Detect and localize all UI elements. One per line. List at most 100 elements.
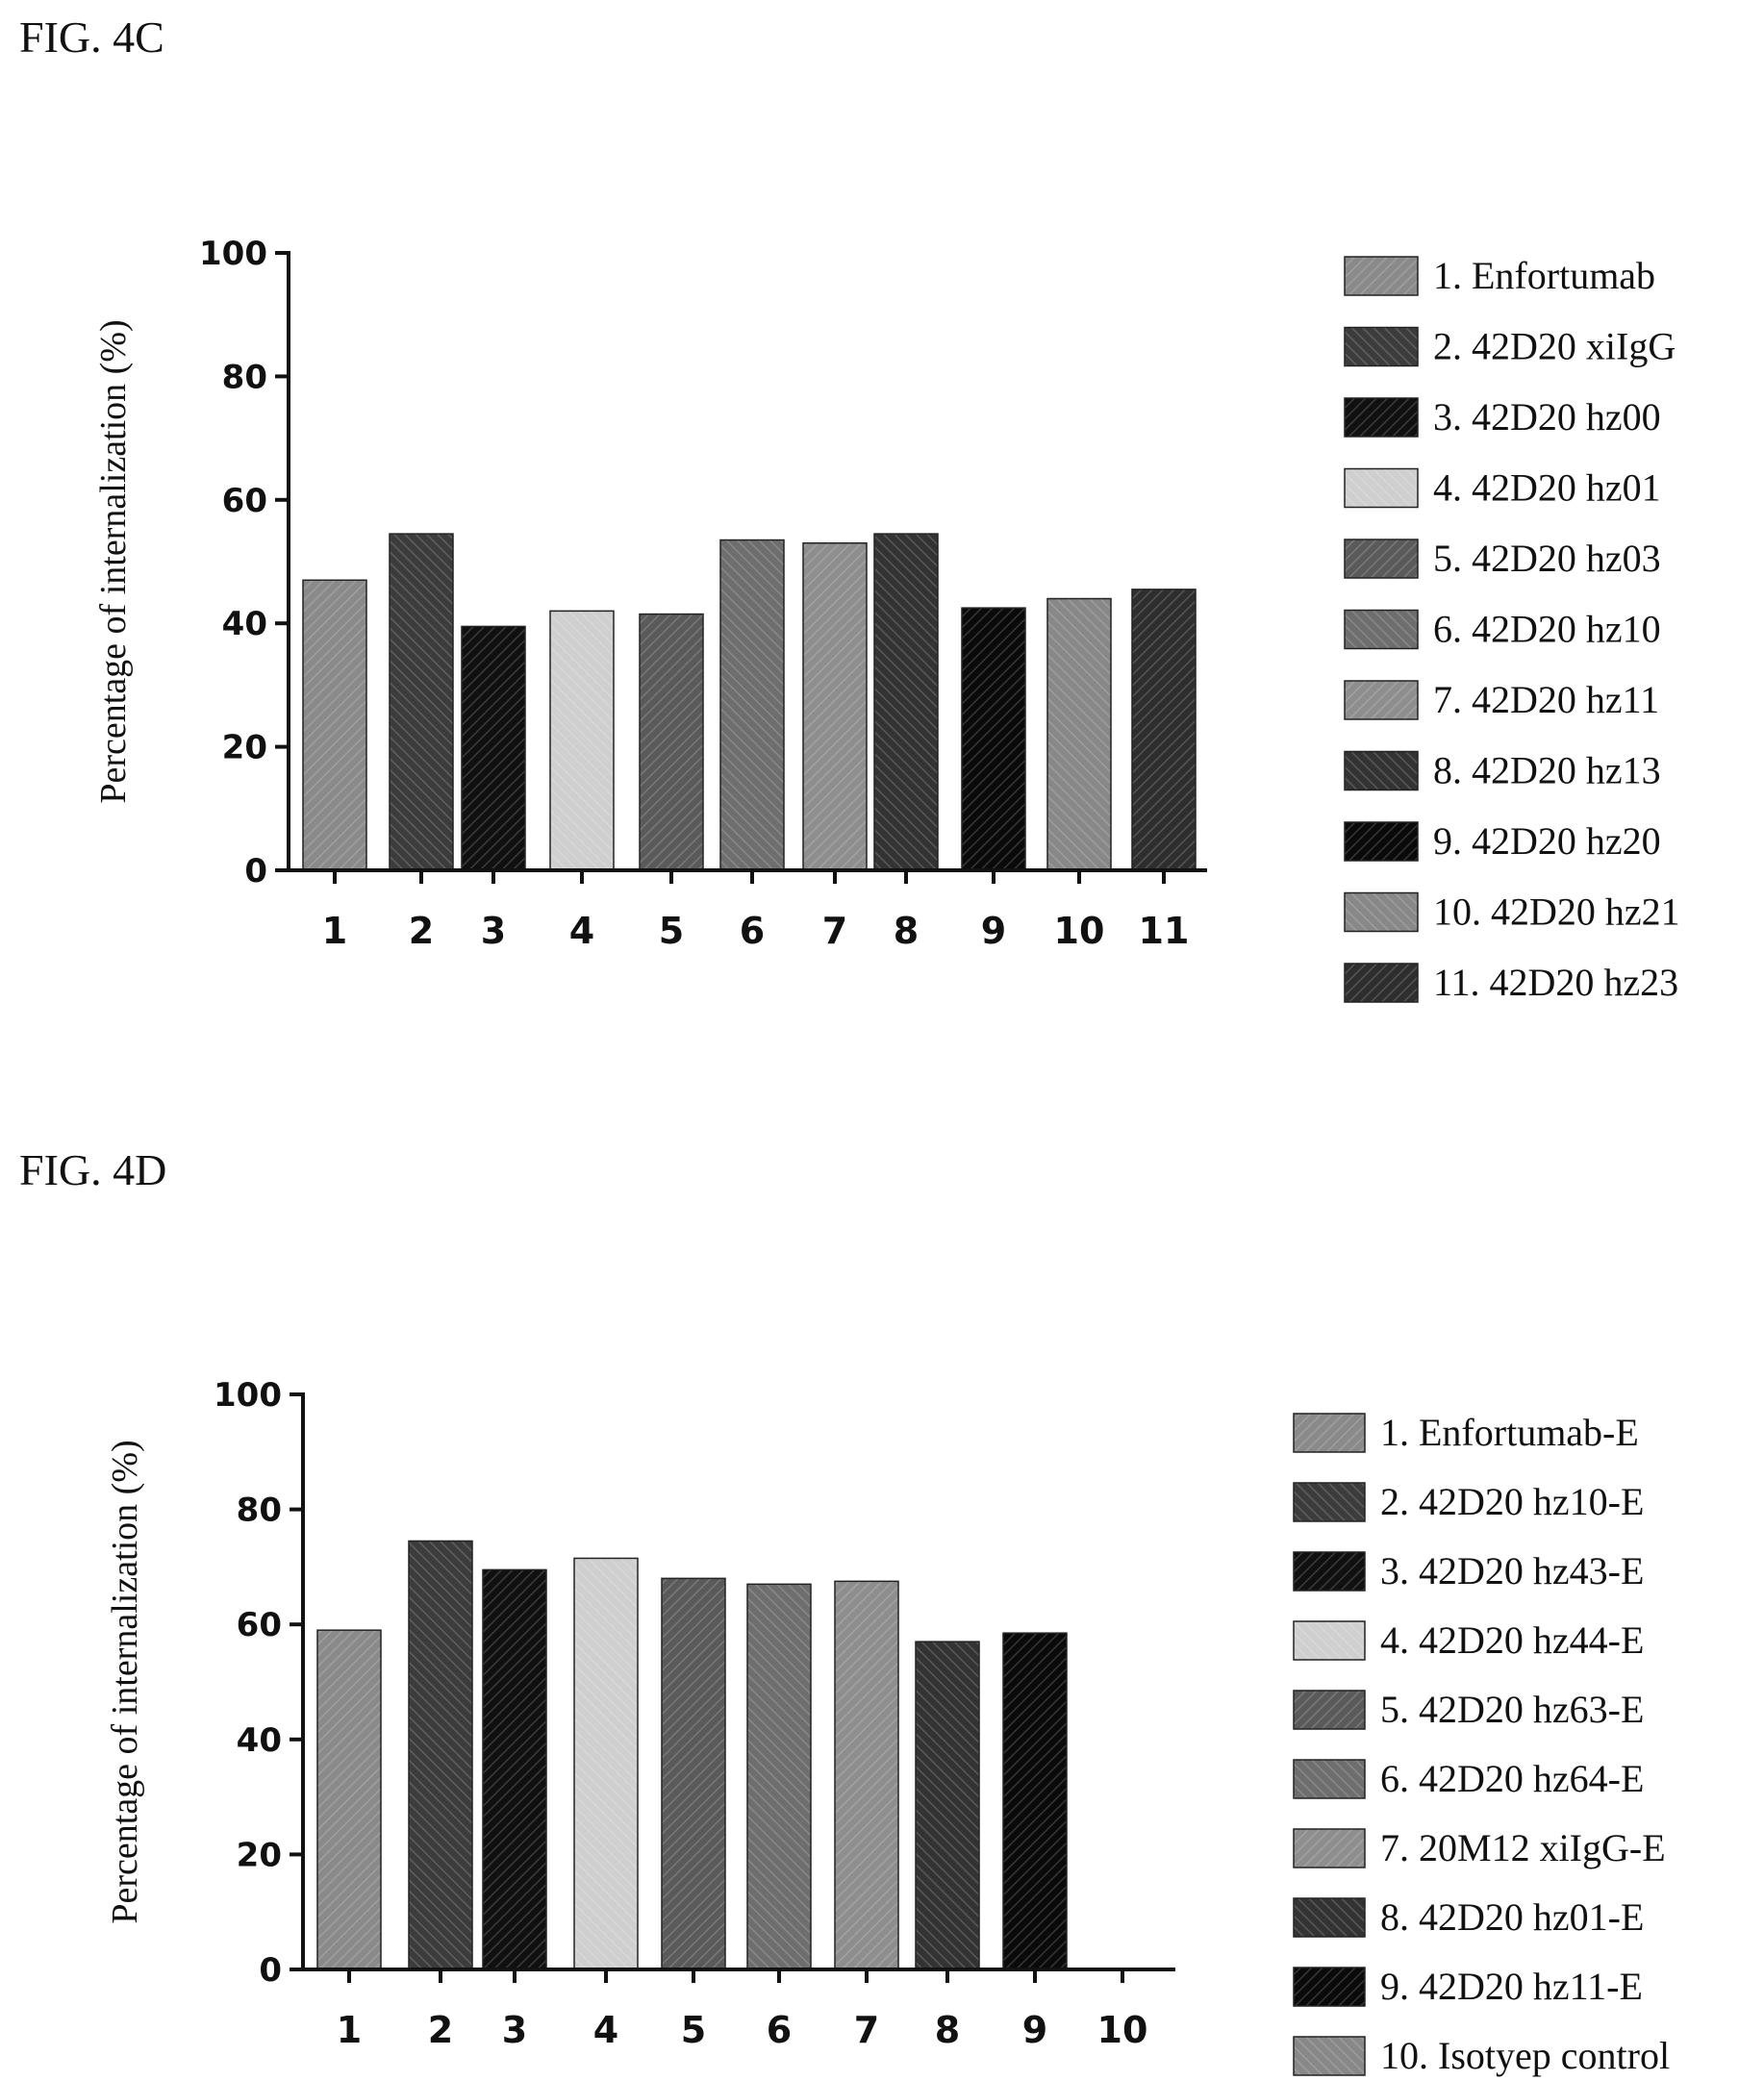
x-tick-label-c-7: 7 bbox=[822, 910, 847, 952]
legend-swatch-c-2 bbox=[1344, 326, 1419, 367]
y-tick-label-c-60: 60 bbox=[222, 482, 267, 520]
x-tick-label-c-6: 6 bbox=[740, 910, 765, 952]
y-tick-label-c-0: 0 bbox=[244, 852, 267, 890]
x-tick-label-c-1: 1 bbox=[322, 910, 347, 952]
bar-d-7 bbox=[834, 1580, 899, 1970]
legend-swatch-c-1 bbox=[1344, 256, 1419, 296]
x-tick-label-c-5: 5 bbox=[659, 910, 684, 952]
y-tick-label-c-40: 40 bbox=[222, 605, 267, 643]
legend-swatch-d-8 bbox=[1293, 1897, 1366, 1938]
legend-swatch-d-10 bbox=[1293, 2036, 1366, 2076]
x-tick-label-c-4: 4 bbox=[569, 910, 594, 952]
x-tick-label-d-2: 2 bbox=[428, 2009, 453, 2051]
legend-swatch-d-1 bbox=[1293, 1413, 1366, 1453]
legend-label-d-7: 7. 20M12 xiIgG-E bbox=[1380, 1826, 1666, 1869]
legend-label-d-2: 2. 42D20 hz10-E bbox=[1380, 1480, 1644, 1523]
legend-label-d-5: 5. 42D20 hz63-E bbox=[1380, 1688, 1644, 1731]
legend-label-c-10: 10. 42D20 hz21 bbox=[1433, 890, 1680, 934]
legend-swatch-c-11 bbox=[1344, 963, 1419, 1003]
x-tick-label-d-10: 10 bbox=[1097, 2009, 1148, 2051]
x-tick-label-d-4: 4 bbox=[593, 2009, 618, 2051]
bar-d-9 bbox=[1002, 1632, 1068, 1970]
bar-c-11 bbox=[1131, 589, 1197, 871]
bar-d-8 bbox=[915, 1641, 980, 1970]
bar-c-9 bbox=[961, 607, 1026, 871]
legend-swatch-c-9 bbox=[1344, 821, 1419, 862]
x-tick-label-c-8: 8 bbox=[894, 910, 919, 952]
x-tick-label-c-11: 11 bbox=[1139, 910, 1190, 952]
legend-swatch-c-10 bbox=[1344, 891, 1419, 933]
legend-label-c-11: 11. 42D20 hz23 bbox=[1433, 961, 1678, 1004]
x-tick-label-d-5: 5 bbox=[681, 2009, 706, 2051]
figure-4d-label: FIG. 4D bbox=[19, 1145, 167, 1194]
x-tick-label-c-10: 10 bbox=[1054, 910, 1105, 952]
figure-4d-bar-chart: 0 20 40 60 80 100 1 2 3 4 5 6 7 8 9 10 Percentage of int… bbox=[105, 1376, 1670, 2077]
x-tick-label-c-2: 2 bbox=[409, 910, 434, 952]
bar-d-6 bbox=[746, 1583, 812, 1970]
figure-4c-label: FIG. 4C bbox=[19, 13, 164, 62]
x-tick-label-c-9: 9 bbox=[981, 910, 1006, 952]
y-axis-label-c: Percentage of internalization (%) bbox=[93, 319, 134, 803]
legend-swatch-d-3 bbox=[1293, 1551, 1366, 1592]
legend-label-c-2: 2. 42D20 xiIgG bbox=[1433, 325, 1676, 368]
legend-label-d-10: 10. Isotyep control bbox=[1380, 2034, 1670, 2077]
y-tick-label-d-100: 100 bbox=[214, 1376, 282, 1415]
y-tick-label-c-80: 80 bbox=[222, 358, 267, 396]
legend-label-d-8: 8. 42D20 hz01-E bbox=[1380, 1895, 1644, 1939]
bar-c-3 bbox=[461, 625, 526, 871]
x-tick-label-c-3: 3 bbox=[481, 910, 506, 952]
legend-label-d-4: 4. 42D20 hz44-E bbox=[1380, 1618, 1644, 1662]
legend-swatch-d-4 bbox=[1293, 1620, 1366, 1661]
y-tick-label-c-20: 20 bbox=[222, 729, 267, 767]
legend-swatch-c-4 bbox=[1344, 467, 1419, 509]
y-tick-label-d-0: 0 bbox=[259, 1951, 282, 1990]
legend-swatch-d-2 bbox=[1293, 1482, 1366, 1522]
bar-d-4 bbox=[573, 1557, 639, 1970]
bar-d-3 bbox=[482, 1568, 547, 1970]
y-tick-label-c-100: 100 bbox=[199, 235, 267, 273]
legend-swatch-c-7 bbox=[1344, 680, 1419, 720]
legend-swatch-d-7 bbox=[1293, 1828, 1366, 1868]
bar-c-6 bbox=[719, 539, 785, 871]
bar-c-4 bbox=[549, 610, 615, 871]
legend-swatch-c-5 bbox=[1344, 539, 1419, 579]
legend-label-c-8: 8. 42D20 hz13 bbox=[1433, 749, 1661, 792]
bar-c-10 bbox=[1046, 597, 1112, 871]
figure-4c-panel: 0 20 40 60 80 100 1 2 3 4 5 6 7 8 9 10 11 Percentage of i… bbox=[93, 235, 1680, 1004]
y-tick-label-d-80: 80 bbox=[237, 1492, 282, 1530]
legend-swatch-d-6 bbox=[1293, 1759, 1366, 1799]
legend-swatch-d-5 bbox=[1293, 1690, 1366, 1730]
x-tick-label-d-9: 9 bbox=[1022, 2009, 1047, 2051]
y-tick-label-d-60: 60 bbox=[237, 1606, 282, 1644]
bar-d-1 bbox=[316, 1629, 382, 1970]
y-axis-label-d: Percentage of internalization (%) bbox=[105, 1440, 145, 1923]
y-tick-label-d-40: 40 bbox=[237, 1721, 282, 1760]
legend-label-c-3: 3. 42D20 hz00 bbox=[1433, 395, 1661, 439]
bar-c-7 bbox=[802, 541, 868, 871]
legend-label-d-9: 9. 42D20 hz11-E bbox=[1380, 1965, 1643, 2008]
bar-d-2 bbox=[408, 1540, 473, 1970]
legend-label-c-1: 1. Enfortumab bbox=[1433, 254, 1655, 297]
legend-swatch-d-9 bbox=[1293, 1967, 1366, 2007]
x-tick-label-d-3: 3 bbox=[502, 2009, 527, 2051]
legend-label-c-4: 4. 42D20 hz01 bbox=[1433, 466, 1661, 510]
bar-c-8 bbox=[873, 533, 939, 871]
legend-label-d-3: 3. 42D20 hz43-E bbox=[1380, 1549, 1644, 1592]
legend-swatch-c-6 bbox=[1344, 609, 1419, 650]
legend-label-c-5: 5. 42D20 hz03 bbox=[1433, 537, 1661, 580]
legend-swatch-c-3 bbox=[1344, 397, 1419, 438]
figure-4c-bar-chart: 0 20 40 60 80 100 1 2 3 4 5 6 7 8 9 10 11 Percentage of i… bbox=[93, 235, 1680, 1004]
x-tick-label-d-8: 8 bbox=[935, 2009, 960, 2051]
figure-4d-panel: 0 20 40 60 80 100 1 2 3 4 5 6 7 8 9 10 Percentage of int… bbox=[0, 1135, 1764, 2081]
legend-label-c-6: 6. 42D20 hz10 bbox=[1433, 608, 1661, 651]
bar-d-5 bbox=[661, 1577, 726, 1970]
legend-label-d-6: 6. 42D20 hz64-E bbox=[1380, 1757, 1644, 1800]
x-tick-label-d-7: 7 bbox=[854, 2009, 879, 2051]
x-tick-label-d-6: 6 bbox=[767, 2009, 792, 2051]
bar-c-5 bbox=[639, 613, 704, 871]
legend-swatch-c-8 bbox=[1344, 750, 1419, 791]
legend-label-c-9: 9. 42D20 hz20 bbox=[1433, 819, 1661, 863]
bar-c-1 bbox=[302, 579, 367, 871]
bar-c-2 bbox=[389, 533, 454, 871]
x-tick-label-d-1: 1 bbox=[337, 2009, 362, 2051]
